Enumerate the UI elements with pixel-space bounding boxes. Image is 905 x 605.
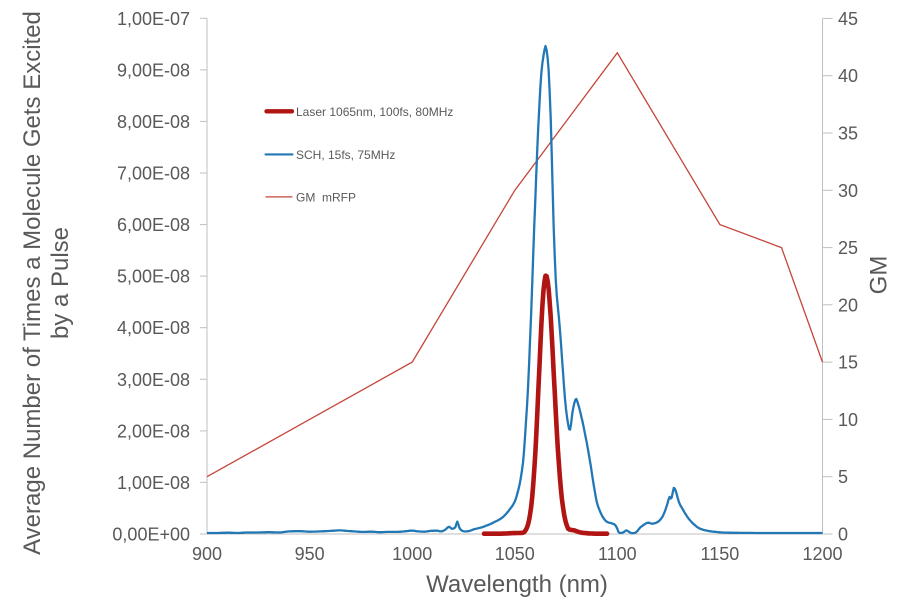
svg-text:0: 0	[838, 525, 848, 545]
svg-text:7,00E-08: 7,00E-08	[117, 164, 190, 184]
svg-text:Laser 1065nm, 100fs, 80MHz: Laser 1065nm, 100fs, 80MHz	[296, 105, 453, 119]
svg-text:1000: 1000	[392, 544, 432, 564]
svg-text:5: 5	[838, 467, 848, 487]
svg-text:3,00E-08: 3,00E-08	[117, 370, 190, 390]
svg-text:35: 35	[838, 124, 858, 144]
svg-text:20: 20	[838, 295, 858, 315]
svg-text:1050: 1050	[495, 544, 535, 564]
svg-text:40: 40	[838, 66, 858, 86]
svg-text:1200: 1200	[802, 544, 842, 564]
svg-text:8,00E-08: 8,00E-08	[117, 112, 190, 132]
svg-text:5,00E-08: 5,00E-08	[117, 267, 190, 287]
svg-text:GM: GM	[866, 256, 893, 295]
svg-text:0,00E+00: 0,00E+00	[112, 525, 190, 545]
svg-text:15: 15	[838, 353, 858, 373]
svg-text:1,00E-07: 1,00E-07	[117, 9, 190, 29]
svg-text:Wavelength (nm): Wavelength (nm)	[426, 571, 608, 598]
svg-text:6,00E-08: 6,00E-08	[117, 215, 190, 235]
svg-text:950: 950	[295, 544, 325, 564]
svg-text:2,00E-08: 2,00E-08	[117, 421, 190, 441]
svg-text:1100: 1100	[598, 544, 637, 564]
svg-text:900: 900	[192, 544, 222, 564]
svg-text:GM mRFP: GM mRFP	[296, 190, 356, 204]
svg-text:4,00E-08: 4,00E-08	[117, 318, 190, 338]
svg-text:1150: 1150	[701, 544, 740, 564]
svg-text:10: 10	[838, 410, 858, 430]
svg-text:Average Number of Times a Mole: Average Number of Times a Molecule Gets …	[19, 11, 74, 555]
svg-text:30: 30	[838, 181, 858, 201]
svg-text:25: 25	[838, 238, 858, 258]
svg-text:45: 45	[838, 9, 858, 29]
svg-text:1,00E-08: 1,00E-08	[117, 473, 190, 493]
svg-text:SCH, 15fs, 75MHz: SCH, 15fs, 75MHz	[296, 148, 395, 162]
svg-text:9,00E-08: 9,00E-08	[117, 60, 190, 80]
